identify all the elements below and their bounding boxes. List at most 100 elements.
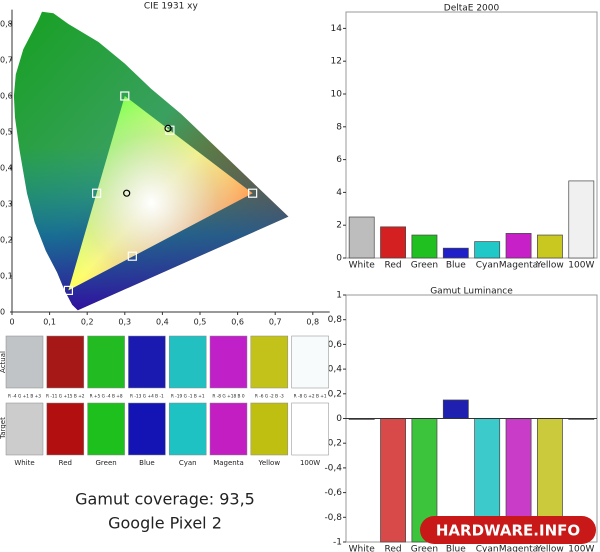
plot-frame (345, 11, 598, 259)
y-tick-label: 0,4 (328, 365, 343, 375)
logo: HARDWARE.INFO (436, 522, 580, 540)
y-tick-label: 0,6 (0, 92, 13, 101)
actual-swatch (128, 335, 166, 389)
x-tick-label: 0,2 (81, 318, 94, 327)
swatch-deviation: R -4 G +1 B +3 (8, 394, 41, 400)
swatch-deviation: R -11 G +15 B +2 (46, 394, 85, 400)
y-tick-label: -0,6 (324, 488, 342, 498)
swatch-label: Yellow (258, 459, 281, 467)
y-tick-label: 0,8 (0, 20, 13, 29)
x-tick-label: White (349, 545, 376, 552)
swatch-deviation: R -19 G -1 B +1 (171, 394, 205, 400)
actual-swatch (5, 335, 44, 389)
x-tick-label: Yellow (535, 261, 564, 271)
swatch-deviation: R -13 G +4 B -1 (130, 394, 164, 400)
y-tick-label: -0,8 (324, 513, 342, 523)
swatch-label: Red (59, 459, 72, 467)
target-marker (127, 251, 137, 261)
bar (568, 180, 595, 259)
swatch-label: Cyan (179, 459, 197, 467)
gamut-triangle-white (68, 96, 253, 291)
target-marker (63, 285, 74, 295)
swatch-label: Green (95, 459, 116, 467)
x-tick-label: Magenta (499, 261, 538, 271)
y-tick-label: -1 (333, 538, 342, 548)
y-tick-label: -0,2 (324, 439, 342, 449)
y-tick-label: 8 (336, 122, 342, 132)
y-tick-label: 0,2 (328, 389, 342, 399)
y-tick-label: 0 (336, 254, 342, 264)
actual-swatch (168, 335, 207, 389)
chart-title: CIE 1931 xy (144, 2, 199, 12)
target-swatch (250, 402, 289, 456)
swatch-label: White (14, 459, 34, 467)
measured-marker (123, 189, 131, 197)
y-tick-label: 12 (331, 57, 342, 67)
target-marker (248, 188, 258, 198)
bar (442, 399, 469, 419)
swatch-label: Blue (139, 459, 155, 467)
y-tick-label: 14 (331, 24, 343, 34)
x-tick-label: Green (411, 261, 438, 271)
y-tick-label: 0,5 (0, 128, 13, 137)
x-tick-label: 0,6 (231, 318, 244, 327)
target-marker (120, 91, 130, 101)
x-tick-label: Cyan (476, 545, 499, 552)
x-tick-label: 0,1 (43, 318, 56, 327)
x-tick-label: Magenta (499, 545, 538, 552)
swatch-deviation: R -8 G +18 B 0 (212, 394, 244, 400)
y-tick-label: 4 (336, 188, 342, 198)
y-tick-label: 0,8 (328, 315, 343, 325)
y-tick-label: 0,2 (0, 236, 13, 245)
actual-swatch (209, 335, 248, 389)
swatch-deviation: R +5 G -4 B +8 (90, 394, 123, 400)
logo-badge (420, 516, 596, 544)
gamut-coverage: Gamut coverage: 93,5 (75, 490, 255, 509)
x-tick-label: 100W (568, 261, 594, 271)
y-tick-label: 0 (336, 414, 342, 424)
x-tick-label: 0,7 (269, 318, 282, 327)
bar (380, 226, 406, 259)
bar (348, 216, 375, 259)
x-tick-label: 0 (9, 318, 14, 327)
x-tick-label: White (349, 261, 376, 271)
row-label: Actual (0, 351, 7, 373)
x-tick-label: 0,4 (156, 318, 169, 327)
actual-swatch (250, 335, 289, 389)
target-swatch (168, 402, 207, 456)
row-label: Target (0, 417, 7, 440)
swatch-label: Magenta (213, 459, 244, 467)
y-tick-label: 0,4 (0, 164, 13, 173)
y-tick-label: 0,1 (0, 272, 13, 281)
target-swatch (209, 402, 248, 456)
swatch-deviation: R -8 G +2 B +1 (294, 394, 327, 400)
target-swatch (291, 402, 329, 456)
chart-title: Gamut Luminance (430, 287, 513, 297)
swatch-deviation: R -6 G -2 B -3 (255, 394, 284, 400)
x-tick-label: 0,3 (118, 318, 131, 327)
x-tick-label: Green (411, 545, 438, 552)
y-tick-label: 0,3 (0, 200, 13, 209)
y-tick-label: 10 (331, 90, 343, 100)
y-tick-label: 0,6 (328, 340, 343, 350)
x-tick-label: 0,5 (194, 318, 207, 327)
target-marker (91, 188, 102, 198)
x-tick-label: Cyan (476, 261, 499, 271)
y-tick-label: 1 (336, 291, 342, 301)
target-swatch (5, 402, 44, 456)
target-swatch (46, 402, 85, 456)
y-tick-label: 0,7 (0, 56, 13, 65)
x-tick-label: 100W (568, 545, 594, 552)
x-tick-label: Red (385, 261, 402, 271)
y-tick-label: 6 (336, 155, 342, 165)
actual-swatch (291, 335, 329, 389)
device-name: Google Pixel 2 (108, 514, 222, 533)
bar (411, 234, 438, 259)
bar (537, 234, 563, 259)
x-tick-label: 0,8 (306, 318, 319, 327)
x-tick-label: Blue (446, 545, 466, 552)
chart-title: DeltaE 2000 (444, 4, 500, 14)
target-swatch (128, 402, 166, 456)
bar (380, 418, 406, 543)
x-tick-label: Blue (446, 261, 466, 271)
